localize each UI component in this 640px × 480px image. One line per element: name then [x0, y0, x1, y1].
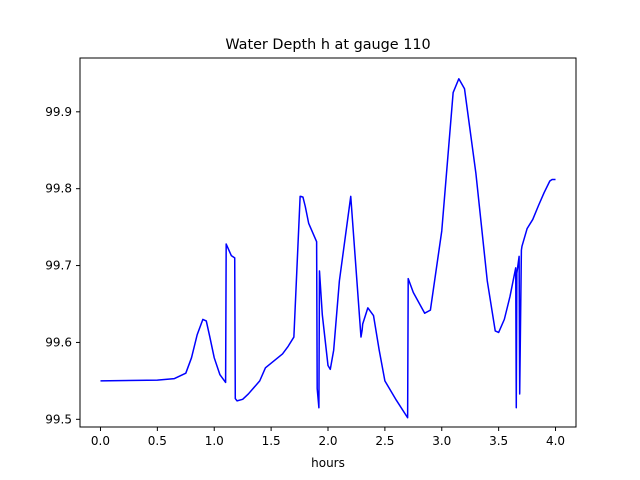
x-tick-label: 2.0: [318, 434, 337, 448]
plot-area: [100, 78, 556, 419]
chart-title: Water Depth h at gauge 110: [225, 37, 430, 53]
y-tick-label: 99.5: [45, 412, 72, 426]
x-tick-label: 3.0: [432, 434, 451, 448]
x-tick-label: 0.0: [91, 434, 110, 448]
plot-frame: [79, 57, 577, 428]
x-tick-label: 0.5: [148, 434, 167, 448]
x-tick-label: 2.5: [375, 434, 394, 448]
y-tick-label: 99.6: [45, 335, 72, 349]
x-axis: 0.0 0.5 1.0 1.5 2.0 2.5 3.0 3.5 4.0: [91, 427, 565, 448]
x-tick-label: 1.0: [205, 434, 224, 448]
y-axis: 99.5 99.6 99.7 99.8 99.9: [45, 105, 80, 426]
series-line: [100, 78, 556, 419]
x-tick-label: 3.5: [489, 434, 508, 448]
x-tick-label: 1.5: [262, 434, 281, 448]
x-tick-label: 4.0: [546, 434, 565, 448]
y-tick-label: 99.8: [45, 182, 72, 196]
x-axis-title: hours: [311, 456, 345, 470]
y-tick-label: 99.9: [45, 105, 72, 119]
y-tick-label: 99.7: [45, 259, 72, 273]
